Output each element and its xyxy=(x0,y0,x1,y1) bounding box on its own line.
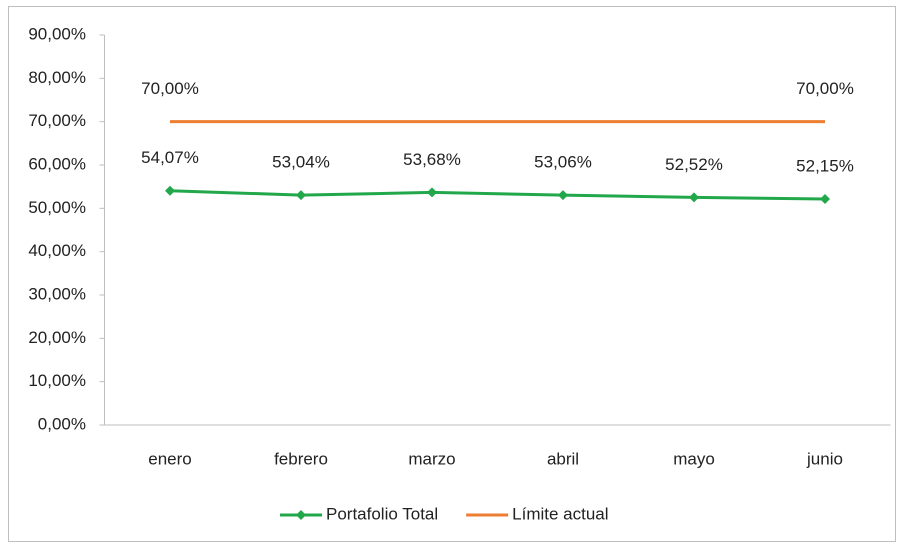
x-tick-label: enero xyxy=(148,449,191,468)
data-point xyxy=(558,190,568,201)
data-label: 52,15% xyxy=(796,157,854,176)
data-label: 53,68% xyxy=(403,150,461,169)
y-tick-label: 10,00% xyxy=(28,371,86,390)
x-tick-label: abril xyxy=(547,449,579,468)
legend-marker xyxy=(296,510,306,520)
series-line xyxy=(169,189,826,201)
y-tick-label: 80,00% xyxy=(28,68,86,87)
y-tick-label: 20,00% xyxy=(28,328,86,347)
y-tick-label: 70,00% xyxy=(28,111,86,130)
x-tick-label: marzo xyxy=(408,449,455,468)
data-label: 70,00% xyxy=(796,79,854,98)
data-point xyxy=(165,185,175,196)
legend-label: Portafolio Total xyxy=(326,504,438,523)
data-label: 53,04% xyxy=(272,153,330,172)
data-point xyxy=(820,194,830,205)
x-tick-label: febrero xyxy=(274,449,328,468)
y-tick-label: 60,00% xyxy=(28,154,86,173)
data-label: 54,07% xyxy=(141,148,199,167)
legend-label: Límite actual xyxy=(512,504,608,523)
y-tick-label: 90,00% xyxy=(28,24,86,43)
data-point xyxy=(427,187,437,198)
y-tick-label: 0,00% xyxy=(38,414,86,433)
chart-frame xyxy=(8,6,896,542)
x-tick-label: junio xyxy=(806,449,843,468)
x-tick-label: mayo xyxy=(673,449,715,468)
y-tick-label: 30,00% xyxy=(28,284,86,303)
y-tick-label: 40,00% xyxy=(28,241,86,260)
y-tick-label: 50,00% xyxy=(28,198,86,217)
data-label: 52,52% xyxy=(665,155,723,174)
data-point xyxy=(689,192,699,203)
data-label: 53,06% xyxy=(534,153,592,172)
data-point xyxy=(296,190,306,201)
data-label: 70,00% xyxy=(141,79,199,98)
